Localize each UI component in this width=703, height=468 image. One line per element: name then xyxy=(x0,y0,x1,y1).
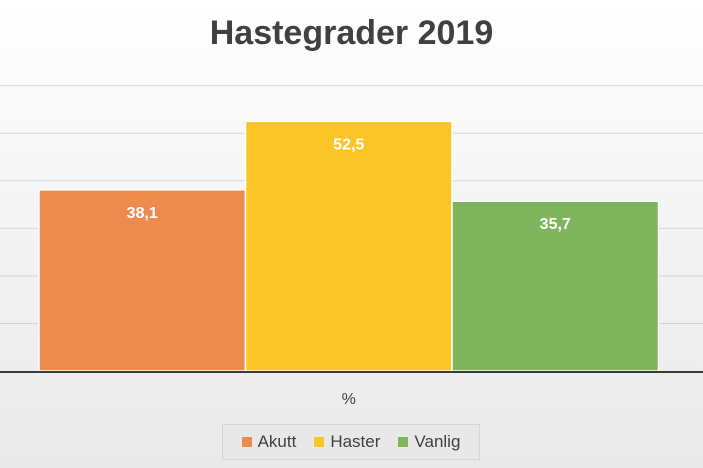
legend-item-vanlig: Vanlig xyxy=(398,432,460,452)
data-label-haster: 52,5 xyxy=(333,136,364,153)
data-label-akutt: 38,1 xyxy=(127,205,158,222)
legend-swatch xyxy=(314,437,325,447)
legend-label: Vanlig xyxy=(414,432,461,451)
legend-item-akutt: Akutt xyxy=(241,432,297,452)
chart-title: Hastegrader 2019 xyxy=(209,14,494,52)
legend: Akutt Haster Vanlig xyxy=(222,424,480,460)
bar-haster xyxy=(244,120,453,372)
legend-swatch xyxy=(241,437,252,447)
legend-item-haster: Haster xyxy=(314,432,380,452)
legend-label: Akutt xyxy=(257,432,297,451)
legend-label: Haster xyxy=(330,432,381,451)
bar-labels: 38,1 52,5 35,7 xyxy=(127,136,571,233)
data-label-vanlig: 35,7 xyxy=(540,216,571,233)
category-labels: % xyxy=(342,391,356,408)
category-label: % xyxy=(342,391,356,408)
bars xyxy=(38,120,660,372)
legend-swatch xyxy=(398,437,409,447)
